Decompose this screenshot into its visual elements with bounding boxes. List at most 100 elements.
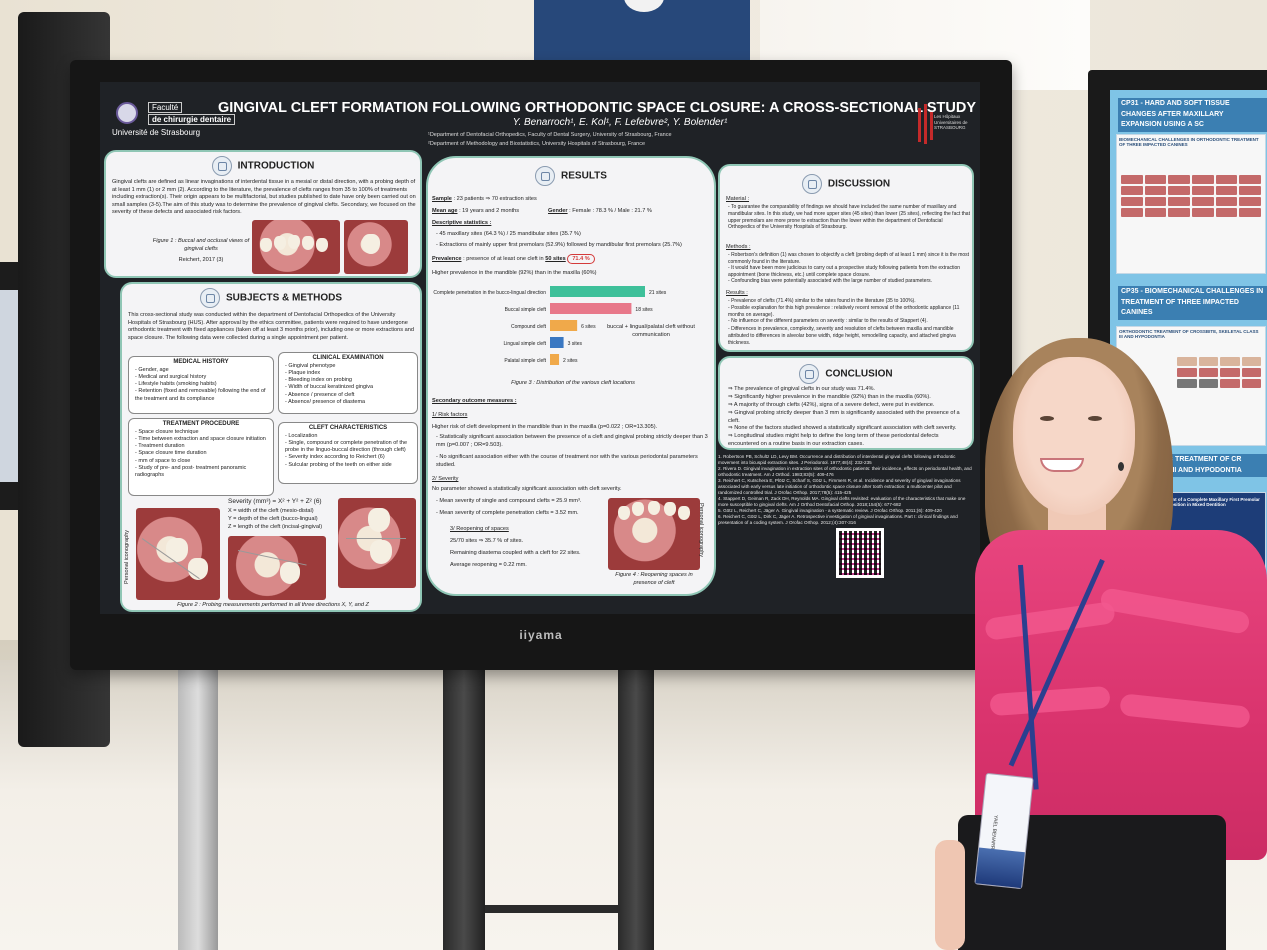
discussion-methods-1: Robertson's definition (1) was chosen to… <box>728 252 970 265</box>
chart-value-label: 18 sites <box>635 307 653 313</box>
side-card-3-title: Orthodontic Management of a Complete Max… <box>1122 497 1260 507</box>
severity-2: Mean severity of single and compound cle… <box>439 498 582 504</box>
chart-bar <box>550 354 560 365</box>
list-item: Single, compound or complete penetration… <box>285 440 413 454</box>
list-item: Space closure technique <box>135 429 269 436</box>
gingival-cleft-photo-occlusal <box>344 220 408 274</box>
faculty-logo: Faculté de chirurgie dentaire Université… <box>108 100 238 140</box>
chart-bar <box>550 337 564 348</box>
side-poster-card-3: Orthodontic Management of a Complete Max… <box>1116 492 1266 602</box>
discussion-results-3: No influence of the different parameters… <box>731 318 928 324</box>
list-item: Absence / presence of cleft <box>285 392 413 399</box>
results-panel: RESULTS Sample : 23 patients ⇒ 70 extrac… <box>426 156 716 596</box>
severity-title: 2/ Severity <box>432 476 459 482</box>
probing-photo-z <box>338 498 416 588</box>
descriptive-1: 45 maxillary sites (64.3 %) / 25 mandibu… <box>439 231 581 237</box>
personal-iconography-label: Personal iconography <box>124 529 130 584</box>
methods-icon <box>199 288 220 308</box>
chart-bar <box>550 286 645 297</box>
chart-value-label: 6 sites <box>581 324 596 330</box>
chart-category-label: Palatal simple cleft <box>504 358 546 364</box>
side-card-1-title: BIOMECHANICAL CHALLENGES IN ORTHODONTIC … <box>1119 137 1259 147</box>
severity-y: Y = depth of the cleft (bucco-lingual) <box>228 516 318 522</box>
prevalence-circle: 71.4 % <box>567 254 595 264</box>
reopening-2: Remaining diastema coupled with a cleft … <box>450 550 581 556</box>
logo-line-2: de chirurgie dentaire <box>148 114 236 125</box>
risk-3: No significant association either with t… <box>436 454 698 468</box>
probing-photo-y <box>228 536 326 600</box>
results-icon <box>535 166 556 186</box>
figure-4-caption: Figure 4 : Reopening spaces in presence … <box>615 572 693 586</box>
risk-2: Statistically significant association be… <box>436 434 708 448</box>
references-list: 1. Robertson PB, Schultz LD, Levy BM. Oc… <box>718 454 976 526</box>
introduction-title: INTRODUCTION <box>237 160 315 172</box>
university-seal-icon <box>116 102 138 124</box>
higher-prevalence: Higher prevalence in the mandible (92%) … <box>432 270 597 276</box>
figure-4-side-label: Personal iconography <box>698 503 704 558</box>
conclusion-item: ⇒ The prevalence of gingival clefts in o… <box>728 386 875 392</box>
chart-category-label: Compound cleft <box>511 324 547 330</box>
severity-z: Z = length of the cleft (incisal-gingiva… <box>228 524 323 530</box>
side-poster-header-3: ORTHODONTIC TREATMENT OF CR LETAL CLASS … <box>1118 454 1267 477</box>
treatment-procedure-title: TREATMENT PROCEDURE <box>162 421 240 427</box>
side-poster-header-1: CP31 - HARD AND SOFT TISSUE CHANGES AFTE… <box>1118 98 1267 132</box>
sign-number <box>624 0 664 12</box>
severity-x: X = width of the cleft (mesio-distal) <box>228 508 314 514</box>
reopening-title: 3/ Reopening of spaces <box>450 526 509 532</box>
monitor-brand-logo: iiyama <box>519 628 563 642</box>
chart-bar <box>550 320 578 331</box>
poster-title: GINGIVAL CLEFT FORMATION FOLLOWING ORTHO… <box>218 100 977 116</box>
conclusion-icon <box>799 364 820 384</box>
cleft-characteristics-box: CLEFT CHARACTERISTICS Localization Singl… <box>278 422 418 484</box>
hospital-logo: Les Hôpitaux Universitaires de STRASBOUR… <box>916 104 968 148</box>
list-item: Time between extraction and space closur… <box>135 436 269 443</box>
probing-photo-x <box>136 508 220 600</box>
figure-1-source: Reichert, 2017 (3) <box>178 257 224 263</box>
list-item: Absence/ presence of diastema <box>285 399 413 406</box>
poster-authors: Y. Benarroch¹, E. Kol¹, F. Lefebvre², Y.… <box>512 117 728 128</box>
side-card-2-photos <box>1177 357 1261 388</box>
cleft-characteristics-title: CLEFT CHARACTERISTICS <box>308 425 388 431</box>
conclusion-title: CONCLUSION <box>825 368 893 380</box>
gender-label: Gender <box>548 208 568 214</box>
chart-category-label: Buccal simple cleft <box>505 307 547 313</box>
risk-1: Higher risk of cleft development in the … <box>432 424 658 430</box>
sample-label: Sample <box>432 196 452 202</box>
clinical-examination-title: CLINICAL EXAMINATION <box>312 355 384 361</box>
descriptive-label: Descriptive statistics : <box>432 220 492 226</box>
figure-2-caption: Figure 2 : Probing measurements performe… <box>177 602 369 608</box>
list-item: Plaque index <box>285 370 413 377</box>
list-item: Bleeding index on probing <box>285 377 413 384</box>
list-item: Gingival phenotype <box>285 363 413 370</box>
conclusion-item: ⇒ Gingival probing strictly deeper than … <box>728 410 960 424</box>
conclusion-item: ⇒ Longitudinal studies might help to def… <box>728 433 939 447</box>
discussion-icon <box>801 174 822 194</box>
side-poster-header-2: CP35 - BIOMECHANICAL CHALLENGES IN TREAT… <box>1118 286 1267 320</box>
list-item: Medical and surgical history <box>135 374 269 381</box>
list-item: Retention (fixed and removable) followin… <box>135 388 269 402</box>
conclusion-item: ⇒ Significantly higher prevalence in the… <box>728 394 931 400</box>
discussion-panel: DISCUSSION Material : - To guarantee the… <box>718 164 974 352</box>
qr-code[interactable] <box>836 528 884 578</box>
conclusion-item: ⇒ A majority of through clefts (42%), si… <box>728 402 935 408</box>
discussion-results-4: Differences in prevalence, complexity, s… <box>728 326 956 346</box>
scientific-poster: Faculté de chirurgie dentaire Université… <box>100 82 980 614</box>
list-item: Gender, age <box>135 367 269 374</box>
hospital-logo-text: Les Hôpitaux Universitaires de STRASBOUR… <box>934 114 968 131</box>
discussion-methods-3: Confounding bias were potentially associ… <box>731 278 933 284</box>
prevalence-sites: 50 sites <box>545 256 566 262</box>
affiliation-1: ¹Department of Dentofacial Orthopedics, … <box>428 132 672 138</box>
gender-text: : Female : 78.3 % / Male : 21.7 % <box>569 208 652 214</box>
reopening-spaces-photo <box>608 498 700 570</box>
introduction-panel: INTRODUCTION Gingival clefts are defined… <box>104 150 422 278</box>
risk-title: 1/ Risk factors <box>432 412 468 418</box>
compound-note: buccal + lingual/palatal cleft without c… <box>607 324 695 338</box>
discussion-results-1: Prevalence of clefts (71.4%) similar to … <box>731 298 916 304</box>
methods-text: This cross-sectional study was conducted… <box>128 312 414 341</box>
conclusion-panel: CONCLUSION ⇒ The prevalence of gingival … <box>718 356 974 450</box>
chart-value-label: 21 sites <box>649 290 667 296</box>
logo-line-1: Faculté <box>148 102 183 113</box>
gingival-cleft-photo-buccal <box>252 220 340 274</box>
treatment-procedure-box: TREATMENT PROCEDURE Space closure techni… <box>128 418 274 496</box>
material-title: Material : <box>726 196 750 202</box>
